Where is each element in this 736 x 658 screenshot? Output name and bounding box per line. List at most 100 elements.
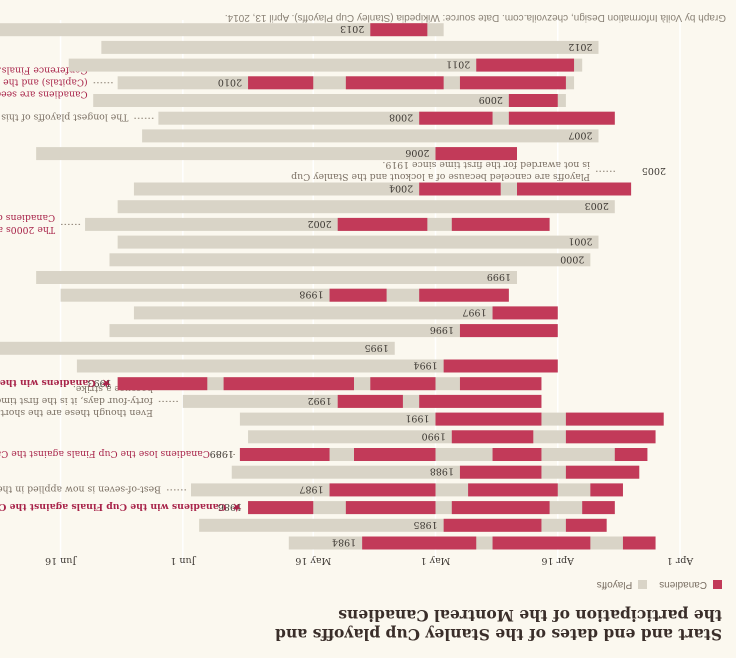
canadiens-series-segment: [419, 394, 542, 408]
year-label: 2010: [218, 76, 242, 87]
canadiens-series-segment: [419, 182, 501, 196]
canadiens-series-segment: [117, 377, 208, 391]
playoffs-bar: [133, 182, 632, 196]
year-label: 2008: [389, 112, 413, 123]
canadiens-series-segment: [443, 359, 558, 373]
playoffs-bar: [142, 129, 599, 143]
playoffs-bar: [109, 324, 558, 338]
canadiens-series-segment: [223, 377, 354, 391]
playoffs-bar: [117, 235, 599, 249]
canadiens-series-segment: [443, 518, 542, 532]
annotation-text: Even though these are the shortest playo…: [0, 383, 153, 418]
canadiens-series-segment: [508, 111, 615, 125]
year-label: 2007: [568, 129, 592, 140]
canadiens-series-segment: [239, 448, 330, 461]
annotation-text: Canadiens are seeded last, but beat the …: [0, 64, 88, 99]
annotation-text: The longest playoffs of this era, at six…: [0, 112, 128, 123]
year-label: 1990: [422, 430, 446, 441]
canadiens-series-segment: [508, 94, 558, 107]
year-label: 1988: [430, 466, 454, 477]
canadiens-series-segment: [435, 412, 542, 426]
year-label: 1994: [413, 360, 437, 371]
star-icon: ★: [231, 501, 242, 515]
canadiens-series-segment: [476, 58, 575, 72]
canadiens-series-segment: [451, 217, 550, 231]
canadiens-series-segment: [459, 465, 542, 479]
canadiens-series-segment: [565, 465, 640, 479]
year-label: 2013: [340, 23, 364, 34]
playoffs-bar: [0, 341, 395, 355]
playoffs-bar: [0, 23, 444, 37]
year-label: 2006: [405, 147, 429, 158]
year-label: 1997: [462, 306, 486, 317]
year-label: 1999: [487, 271, 511, 282]
playoffs-bar: [199, 518, 607, 532]
x-tick-label: Apr 1: [667, 555, 695, 566]
canadiens-series-segment: [248, 501, 314, 515]
playoffs-bar: [133, 306, 558, 320]
year-label: 2011: [446, 59, 470, 70]
canadiens-series-segment: [419, 288, 509, 302]
star-icon: ★: [101, 377, 112, 391]
canadiens-series-segment: [614, 448, 648, 461]
canadiens-series-segment: [329, 288, 387, 302]
canadiens-series-segment: [590, 483, 623, 497]
canadiens-series-segment: [459, 324, 558, 338]
year-label: 2004: [389, 183, 413, 194]
canadiens-series-segment: [459, 76, 566, 90]
canadiens-series-segment: [248, 76, 314, 90]
canadiens-series-segment: [565, 412, 664, 426]
annotation-text: Canadiens win the Cup Finals against the…: [0, 377, 96, 388]
canadiens-series-segment: [329, 483, 436, 497]
year-label: 2002: [308, 218, 332, 229]
annotation-text: The 2000s are the first decade in their …: [0, 212, 55, 235]
x-tick-label: Jun 16: [45, 555, 77, 566]
year-label: 2000: [560, 253, 584, 264]
canadiens-series-segment: [459, 377, 542, 391]
canadiens-series-segment: [468, 483, 558, 497]
credit-note: Graph by Voilà Information Design, chezv…: [224, 12, 726, 23]
playoffs-bar: [68, 58, 583, 72]
x-tick-label: Jun 1: [170, 555, 196, 566]
playoffs-bar: [239, 448, 648, 461]
canadiens-series-segment: [622, 536, 656, 550]
canadiens-series-segment: [419, 111, 493, 125]
year-label: 1984: [332, 537, 356, 548]
canadiens-series-segment: [337, 217, 428, 231]
playoffs-bar: [101, 40, 599, 54]
canadiens-series-segment: [337, 394, 403, 408]
canadiens-series-segment: [370, 23, 428, 37]
playoffs-bar: [36, 271, 517, 284]
playoffs-bar: [36, 147, 517, 161]
x-tick-label: May 16: [295, 555, 331, 566]
annotation-text: Canadiens win the Cup Finals against the…: [0, 501, 226, 512]
year-label: 1989: [210, 448, 234, 459]
playoffs-bar: [60, 288, 509, 302]
playoffs-bar: [85, 217, 550, 231]
playoffs-bar: [158, 111, 615, 125]
annotation-text: Playoffs are canceled because of a locko…: [291, 159, 590, 182]
year-label: 1995: [365, 342, 389, 353]
canadiens-series-segment: [492, 448, 542, 461]
x-tick-label: Apr 16: [541, 555, 575, 566]
annotation-text: Best-of-seven is now applied in the firs…: [0, 483, 161, 494]
canadiens-series-segment: [354, 448, 436, 461]
playoffs-bar: [117, 200, 615, 214]
year-label: 1985: [413, 519, 437, 530]
canadiens-series-segment: [582, 501, 615, 515]
x-tick-label: May 1: [421, 555, 451, 566]
playoffs-bar: [109, 253, 591, 267]
year-label: 2003: [585, 200, 609, 211]
canadiens-series-segment: [451, 430, 534, 444]
year-label: 1991: [405, 413, 429, 424]
year-label: 1987: [299, 483, 323, 494]
year-label: 2001: [568, 236, 592, 247]
canadiens-series-segment: [362, 536, 477, 550]
year-label: 1996: [430, 324, 454, 335]
annotation-text: Canadiens lose the Cup Finals against th…: [0, 448, 210, 459]
year-label: 1993: [87, 377, 111, 388]
canadiens-series-segment: [370, 377, 436, 391]
year-label: 2012: [568, 41, 592, 52]
